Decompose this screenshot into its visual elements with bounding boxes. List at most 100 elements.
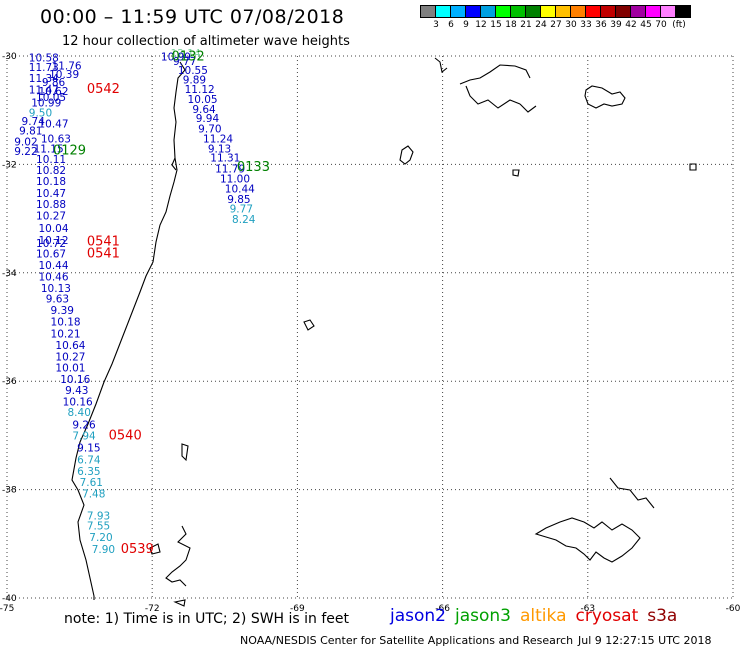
map-title: 00:00 – 11:59 UTC 07/08/2018: [40, 6, 345, 28]
swh-value: 10.13: [41, 283, 71, 295]
lat-tick-label: -32: [2, 160, 17, 170]
swh-value: 11.15: [34, 143, 64, 155]
coastline: [71, 57, 697, 607]
legend-label: 9: [463, 20, 469, 30]
swh-value: 11.76: [52, 61, 82, 73]
swh-value: 10.46: [38, 271, 68, 283]
pass-time: 0539: [121, 542, 154, 557]
lon-tick-label: -66: [435, 604, 450, 614]
swh-value: 9.89: [183, 75, 206, 87]
coast-island-1: [399, 145, 414, 165]
swh-value: 11.24: [203, 134, 233, 146]
swh-value: 10.62: [38, 86, 68, 98]
swh-value: 12.14: [171, 48, 201, 60]
axis-labels: -30 -32 -34 -36 -38 -40-75 -72 -69 -66 -63 -60: [0, 52, 740, 614]
lon-tick-label: -60: [726, 604, 740, 614]
legend-label: (ft): [672, 20, 686, 30]
legend-color-boxes: [420, 5, 691, 18]
lat-tick-label: -40: [2, 594, 17, 604]
credit-line: NOAA/NESDIS Center for Satellite Applica…: [240, 634, 574, 647]
pass-time: 0541: [87, 235, 120, 250]
lat-tick-label: -34: [2, 269, 17, 279]
legend-swatch: [675, 5, 691, 18]
coast-island-4: [303, 319, 315, 331]
swh-value: 9.22: [14, 146, 37, 158]
swh-value: 7.20: [89, 532, 112, 544]
wave-height-color-legend: 3 6 9 12 15 18 21 24 27 30 33 36 39 42 45 70 (ft): [420, 5, 691, 32]
satellite-name: altika: [520, 606, 567, 626]
legend-label: 39: [610, 20, 622, 30]
lon-tick-label: -69: [290, 604, 305, 614]
swh-value: 10.47: [36, 188, 66, 200]
lon-tick-label: -72: [145, 604, 160, 614]
legend-label: 6: [448, 20, 454, 30]
argentina-coast-1: [434, 57, 537, 113]
legend-label: 21: [520, 20, 532, 30]
swh-value: 9.50: [29, 108, 52, 120]
swh-value: 7.55: [87, 521, 110, 533]
swh-value: 7.93: [87, 510, 110, 522]
legend-label: 30: [565, 20, 577, 30]
grid-lines: [6, 55, 734, 599]
swh-value: 10.18: [36, 176, 66, 188]
swh-value: 11.31: [210, 153, 240, 165]
legend-label: 45: [640, 20, 652, 30]
swh-value: 10.39: [49, 69, 79, 81]
legend-label: 33: [580, 20, 592, 30]
generation-timestamp: Jul 9 12:27:15 UTC 2018: [578, 634, 712, 647]
legend-label: 24: [535, 20, 547, 30]
swh-value: 9.26: [72, 419, 96, 431]
legend-label: 3: [433, 20, 439, 30]
swh-value: 10.99: [31, 97, 61, 109]
bay-outline: [171, 157, 177, 171]
legend-label: 12: [475, 20, 487, 30]
swh-value: 10.99: [161, 51, 191, 63]
swh-value: 10.55: [178, 65, 208, 77]
swh-value: 10.18: [51, 316, 81, 328]
swh-value: 9.39: [51, 305, 74, 317]
map-subtitle: 12 hour collection of altimeter wave hei…: [62, 34, 350, 49]
legend-label: 18: [505, 20, 517, 30]
swh-value: 10.27: [36, 211, 66, 223]
swh-value: 9.81: [19, 126, 42, 138]
swh-value: 7.94: [72, 431, 96, 443]
swh-value: 9.15: [77, 443, 100, 455]
lat-tick-label: -36: [2, 377, 17, 387]
swh-value: 10.72: [36, 238, 66, 250]
swh-value: 7.61: [80, 477, 103, 489]
pass-time: 0540: [109, 429, 142, 444]
pass-time: 0541: [87, 247, 120, 262]
legend-label: 42: [625, 20, 637, 30]
pass-time: 0129: [53, 144, 86, 159]
legend-labels: 3 6 9 12 15 18 21 24 27 30 33 36 39 42 45 70 (ft): [421, 18, 691, 32]
swh-value: 9.63: [46, 294, 69, 306]
swh-value: 10.58: [29, 52, 59, 64]
footnote: note: 1) Time is in UTC; 2) SWH is in fe…: [64, 611, 350, 627]
swh-value: 9.77: [173, 56, 196, 68]
swh-value: 9.77: [230, 204, 253, 216]
coast-island-2: [512, 169, 520, 177]
swh-value: 10.16: [60, 374, 90, 386]
swh-value: 10.01: [55, 362, 85, 374]
coast-island-3: [689, 163, 697, 171]
swh-value: 9.02: [14, 136, 37, 148]
swh-value: 11.34: [29, 73, 59, 85]
swh-value: 10.64: [55, 340, 85, 352]
swh-value: 10.11: [36, 154, 66, 166]
swh-value: 9.85: [227, 194, 250, 206]
swh-value: 10.82: [36, 165, 66, 177]
swh-value: 9.13: [208, 143, 231, 155]
legend-label: 70: [655, 20, 667, 30]
swh-value: 10.27: [55, 352, 85, 364]
legend-label: 27: [550, 20, 562, 30]
lon-tick-label: -63: [580, 604, 595, 614]
swh-value: 7.48: [82, 489, 105, 501]
satellite-name: cryosat: [575, 606, 639, 626]
swh-value: 10.63: [41, 134, 71, 146]
swh-value: 8.40: [68, 407, 91, 419]
pass-time: 0133: [237, 160, 270, 175]
swh-value: 10.21: [51, 328, 81, 340]
swh-value: 10.47: [38, 119, 68, 131]
